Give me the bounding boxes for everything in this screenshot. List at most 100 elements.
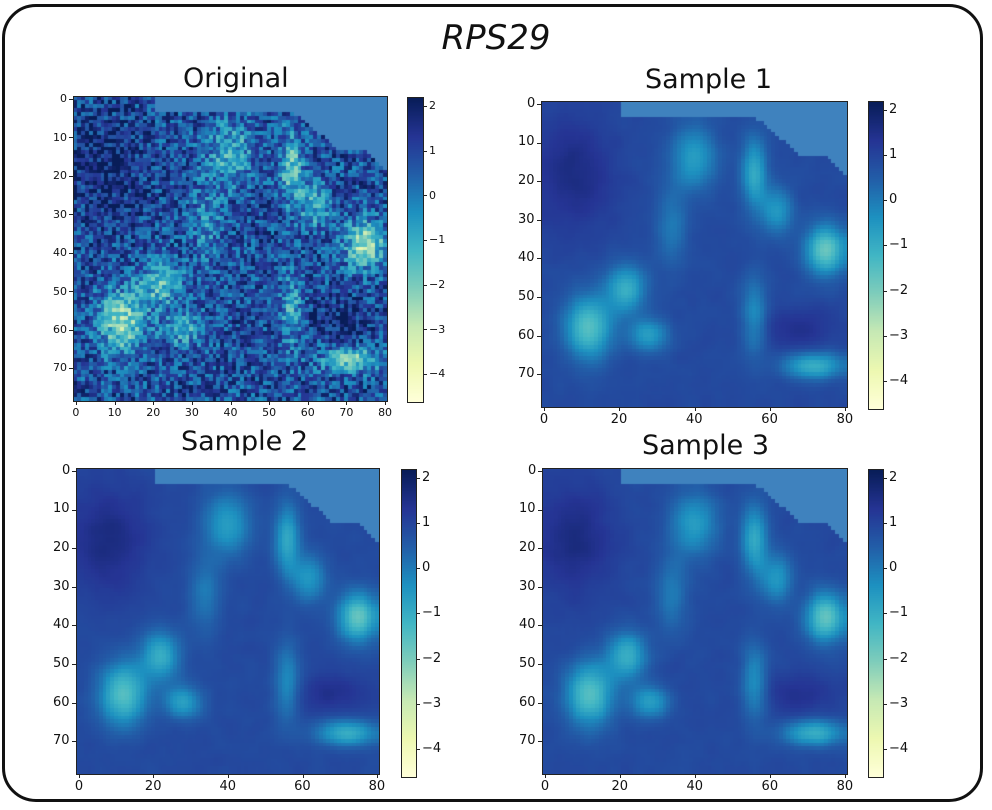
y-tick-label-sample1-10: 10 [518,134,535,150]
y-tick-label-sample1-70: 70 [518,366,535,382]
x-tick-label-sample2-80: 80 [368,779,386,794]
cbar-tick-sample2-0 [416,478,420,480]
figure-title: RPS29 [441,18,551,58]
x-tick-label-original-70: 70 [339,406,354,419]
y-tick-sample1-30 [537,219,541,221]
y-tick-sample2-20 [72,548,76,550]
cbar-tick-sample3-5 [883,703,887,705]
cbar-tick-label-sample1-4: −2 [889,282,909,298]
cbar-tick-label-sample1-5: −3 [889,327,909,343]
y-tick-sample3-0 [538,470,542,472]
x-tick-sample2-80 [377,774,379,778]
cbar-tick-label-sample2-6: −4 [422,740,442,756]
x-tick-label-original-80: 80 [378,406,393,419]
x-tick-original-20 [153,401,155,405]
cbar-tick-label-sample3-0: 2 [889,469,898,485]
x-tick-sample2-0 [78,774,80,778]
cbar-tick-label-original-6: −4 [429,367,446,381]
heatmap-sample1 [541,101,848,408]
cbar-tick-label-original-1: 1 [429,143,436,157]
y-tick-original-60 [69,329,73,331]
y-tick-label-sample2-0: 0 [62,462,71,478]
x-tick-label-sample2-60: 60 [294,779,311,794]
cbar-tick-sample2-6 [416,748,420,750]
y-tick-label-original-40: 40 [53,246,67,260]
y-tick-label-sample3-10: 10 [519,501,536,517]
cbar-tick-label-sample2-0: 2 [422,469,431,485]
y-tick-label-original-20: 20 [53,169,67,183]
x-tick-sample2-60 [302,774,304,778]
cbar-tick-label-sample3-4: −2 [889,650,909,666]
y-tick-sample3-10 [538,509,542,511]
cbar-tick-label-original-5: −3 [429,322,446,336]
x-tick-label-original-0: 0 [72,406,80,419]
x-tick-original-60 [307,401,309,405]
y-tick-label-sample3-60: 60 [519,694,536,710]
x-tick-label-sample3-40: 40 [686,779,704,794]
x-tick-label-original-10: 10 [107,406,122,419]
y-tick-label-sample1-0: 0 [527,95,536,111]
cbar-tick-sample3-1 [883,523,887,525]
x-tick-sample1-80 [845,407,847,411]
y-tick-label-sample1-50: 50 [518,288,535,304]
y-tick-label-sample1-20: 20 [518,173,535,189]
colorbar-sample2 [401,469,417,778]
x-tick-sample1-40 [694,407,696,411]
x-tick-sample3-60 [770,774,772,778]
x-tick-label-sample1-80: 80 [836,412,854,427]
cbar-tick-sample3-2 [883,568,887,570]
y-tick-sample2-30 [72,586,76,588]
x-tick-sample2-20 [153,774,155,778]
x-tick-label-sample1-20: 20 [610,412,628,427]
y-tick-original-10 [69,137,73,139]
y-tick-label-original-50: 50 [53,284,67,298]
y-tick-sample3-40 [538,625,542,627]
y-tick-sample3-20 [538,548,542,550]
heatmap-sample2 [76,468,380,775]
x-tick-sample2-40 [228,774,229,778]
cbar-tick-sample1-6 [883,380,887,382]
x-tick-original-80 [385,401,387,405]
colorbar-sample3 [868,469,884,778]
y-tick-sample2-40 [72,625,76,627]
x-tick-sample3-80 [845,774,847,778]
cbar-tick-original-5 [423,329,427,331]
y-tick-label-sample2-70: 70 [53,733,70,749]
y-tick-label-sample2-50: 50 [53,655,70,671]
y-tick-sample2-60 [72,702,76,704]
y-tick-original-0 [69,98,73,100]
cbar-tick-sample1-1 [883,155,887,157]
cbar-tick-sample1-4 [883,290,887,292]
cbar-tick-sample1-3 [883,245,887,247]
cbar-tick-sample3-0 [883,478,887,480]
y-tick-label-sample1-60: 60 [518,327,535,343]
y-tick-label-original-60: 60 [53,322,67,336]
cbar-tick-original-0 [423,105,427,107]
x-tick-label-sample3-80: 80 [836,779,854,794]
cbar-tick-original-2 [423,195,427,197]
colorbar-sample1 [868,101,884,410]
panel-title-sample1: Sample 1 [645,64,772,95]
x-tick-sample3-20 [619,774,621,778]
cbar-tick-sample1-0 [883,110,887,112]
cbar-tick-sample2-4 [416,658,420,660]
y-tick-label-original-30: 30 [53,207,67,221]
y-tick-label-sample2-30: 30 [53,578,70,594]
y-tick-label-original-10: 10 [53,130,67,144]
y-tick-sample1-40 [537,258,541,260]
y-tick-sample1-0 [537,103,541,105]
y-tick-sample1-20 [537,181,541,183]
cbar-tick-label-sample3-5: −3 [889,695,909,711]
y-tick-label-sample2-60: 60 [53,694,70,710]
y-tick-sample3-30 [538,586,542,588]
x-tick-original-70 [346,401,348,405]
cbar-tick-original-4 [423,284,427,286]
y-tick-label-sample3-50: 50 [519,655,536,671]
cbar-tick-label-sample1-1: 1 [889,147,898,163]
cbar-tick-label-original-3: −1 [429,233,446,247]
heatmap-original [73,96,388,402]
panel-title-original: Original [183,63,289,94]
panel-title-sample2: Sample 2 [181,426,308,457]
cbar-tick-sample3-3 [883,613,887,615]
x-tick-original-10 [114,401,116,405]
